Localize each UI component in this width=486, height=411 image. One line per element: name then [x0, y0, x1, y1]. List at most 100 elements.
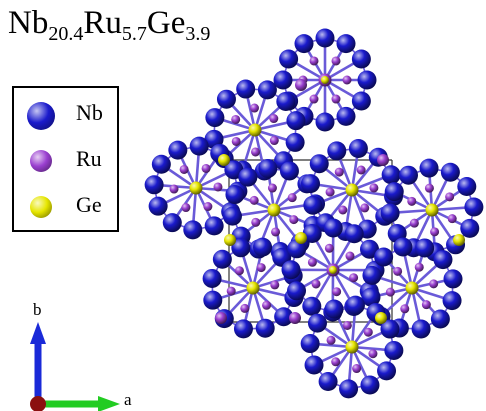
- nb-atom: [430, 309, 450, 329]
- ru-atom: [325, 187, 335, 197]
- ru-atom: [360, 203, 370, 213]
- ru-atom: [331, 56, 341, 66]
- nb-atom: [336, 106, 356, 126]
- nb-atom: [411, 319, 431, 339]
- nb-atom: [381, 165, 401, 185]
- nb-atom: [433, 250, 453, 270]
- nb-atom: [345, 295, 365, 315]
- nb-atom: [303, 195, 323, 215]
- nb-atom: [302, 224, 322, 244]
- ru-atom: [385, 287, 395, 297]
- nb-atom: [202, 268, 222, 288]
- ru-ball-icon: [30, 150, 52, 172]
- ge-atom: [345, 183, 359, 197]
- ru-atom: [234, 266, 244, 276]
- nb-atom: [203, 290, 223, 310]
- ru-atom: [203, 202, 213, 212]
- ru-atom: [345, 251, 355, 261]
- nb-atom: [384, 340, 404, 360]
- ru-atom: [326, 335, 336, 345]
- nb-atom: [377, 361, 397, 381]
- nb-atom: [238, 167, 258, 187]
- ru-atom: [363, 327, 373, 337]
- nb-atom: [236, 79, 256, 99]
- nb-atom: [255, 318, 275, 338]
- axis-b-label: b: [33, 300, 42, 319]
- ru-atom: [240, 303, 250, 313]
- ru-atom: [307, 257, 317, 267]
- nb-atom: [216, 89, 236, 109]
- ru-atom: [201, 163, 211, 173]
- ru-atom: [231, 136, 241, 146]
- nb-atom: [457, 176, 477, 196]
- ru-atom: [369, 183, 379, 193]
- ge-atom: [189, 181, 203, 195]
- nb-atom: [351, 49, 371, 69]
- ru-atom: [249, 195, 259, 205]
- legend-box: Nb Ru Ge: [12, 86, 119, 232]
- nb-atom: [274, 307, 294, 327]
- nb-atom: [212, 249, 232, 269]
- nb-atom: [360, 375, 380, 395]
- ru-atom: [342, 75, 352, 85]
- subscript-nb: 20.4: [48, 23, 84, 45]
- axis-b-arrow-head: [30, 322, 46, 344]
- ru-atom: [271, 227, 281, 237]
- ru-atom: [249, 103, 259, 113]
- nb-atom: [344, 224, 364, 244]
- ge-atom: [295, 232, 307, 244]
- axis-origin: [30, 396, 46, 411]
- ru-atom: [295, 79, 307, 91]
- ru-atom: [421, 300, 431, 310]
- ru-atom: [393, 266, 403, 276]
- nb-atom: [151, 154, 171, 174]
- ru-atom: [269, 114, 279, 124]
- ru-atom: [179, 164, 189, 174]
- ru-atom: [287, 193, 297, 203]
- nb-atom: [323, 218, 343, 238]
- ru-atom: [430, 227, 440, 237]
- ru-atom: [256, 263, 266, 273]
- nb-atom: [287, 281, 307, 301]
- ge-atom: [218, 154, 230, 166]
- nb-atom: [318, 372, 338, 392]
- legend-label-ru: Ru: [76, 146, 102, 171]
- nb-atom: [189, 136, 209, 156]
- ru-atom: [414, 262, 424, 272]
- ge-atom: [329, 266, 337, 274]
- ru-atom: [169, 184, 179, 194]
- nb-atom: [183, 220, 203, 240]
- nb-atom: [415, 238, 435, 258]
- ru-atom: [377, 154, 389, 166]
- legend-item-nb: Nb: [14, 94, 117, 134]
- ge-atom: [425, 203, 439, 217]
- ru-atom: [331, 94, 341, 104]
- ru-atom: [409, 218, 419, 228]
- ru-atom: [331, 357, 341, 367]
- subscript-ge: 3.9: [185, 23, 211, 45]
- atom-layer: [144, 28, 484, 399]
- ru-atom: [352, 364, 362, 374]
- nb-atom: [384, 182, 404, 202]
- nb-atom: [315, 28, 335, 48]
- nb-atom: [300, 174, 320, 194]
- nb-atom: [304, 355, 324, 375]
- nb-atom: [327, 141, 347, 161]
- nb-atom: [281, 260, 301, 280]
- nb-atom: [440, 162, 460, 182]
- nb-atom: [362, 265, 382, 285]
- ru-atom: [213, 182, 223, 192]
- ge-atom: [405, 281, 419, 295]
- nb-atom: [273, 70, 293, 90]
- ru-atom: [407, 196, 417, 206]
- axis-a-label: a: [124, 390, 132, 409]
- ru-atom: [349, 273, 359, 283]
- nb-atom: [205, 108, 225, 128]
- nb-atom: [464, 197, 484, 217]
- nb-atom: [307, 313, 327, 333]
- legend-item-ge: Ge: [14, 186, 117, 226]
- nb-atom: [276, 91, 296, 111]
- nb-atom: [359, 239, 379, 259]
- nb-atom: [380, 203, 400, 223]
